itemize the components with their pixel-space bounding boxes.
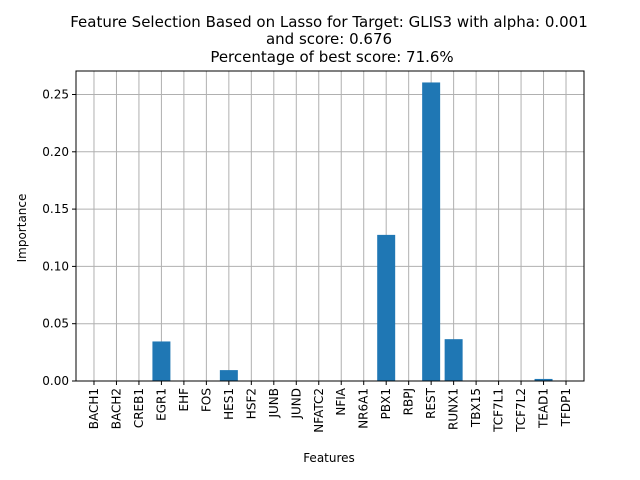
y-axis-label: Importance [15, 194, 29, 263]
x-tick-label-creb1: CREB1 [132, 388, 146, 428]
x-tick-label-rbpj: RBPJ [402, 388, 416, 415]
bar-runx1 [444, 339, 463, 381]
chart-title-line-2: and score: 0.676 [266, 30, 392, 48]
y-tick-label: 0.25 [42, 87, 69, 101]
x-axis-label: Features [303, 451, 355, 465]
x-tick-label-pbx1: PBX1 [379, 388, 393, 419]
x-tick-label-nfatc2: NFATC2 [312, 388, 326, 433]
x-tick-label-jund: JUND [289, 388, 303, 420]
y-axis-ticks: 0.00 0.05 0.10 0.15 0.20 0.25 [42, 87, 76, 388]
grid-lines [76, 71, 584, 382]
x-tick-label-tcf7l2: TCF7L2 [514, 388, 528, 433]
chart-title-line-3: Percentage of best score: 71.6% [210, 48, 453, 66]
x-tick-label-tbx15: TBX15 [469, 388, 483, 428]
x-tick-label-tead1: TEAD1 [537, 388, 551, 429]
x-axis-ticks: BACH1 BACH2 CREB1 EGR1 EHF FOS HES1 HSF2 JUNB JUN… [87, 381, 573, 433]
x-tick-label-egr1: EGR1 [154, 388, 168, 421]
x-tick-label-tcf7l1: TCF7L1 [492, 388, 506, 433]
bars [152, 82, 553, 381]
x-tick-label-nr6a1: NR6A1 [357, 388, 371, 429]
y-tick-label: 0.05 [42, 317, 69, 331]
x-tick-label-bach2: BACH2 [109, 388, 123, 429]
bar-pbx1 [377, 234, 396, 381]
y-tick-label: 0.20 [42, 145, 69, 159]
chart-title-line-1: Feature Selection Based on Lasso for Tar… [70, 13, 588, 31]
y-tick-label: 0.15 [42, 202, 69, 216]
x-tick-label-tfdp1: TFDP1 [559, 388, 573, 427]
x-tick-label-nfia: NFIA [334, 387, 348, 415]
bar-tead1 [534, 378, 553, 381]
x-tick-label-rest: REST [424, 387, 438, 419]
x-tick-label-bach1: BACH1 [87, 388, 101, 429]
plot-frame [75, 70, 585, 382]
x-tick-label-hsf2: HSF2 [244, 388, 258, 419]
bar-hes1 [219, 370, 238, 381]
y-tick-label: 0.10 [42, 259, 69, 273]
x-tick-label-runx1: RUNX1 [447, 388, 461, 430]
x-tick-label-junb: JUNB [267, 388, 281, 419]
y-tick-label: 0.00 [42, 374, 69, 388]
bar-egr1 [152, 341, 171, 381]
x-tick-label-ehf: EHF [177, 388, 191, 412]
x-tick-label-hes1: HES1 [222, 388, 236, 420]
x-tick-label-fos: FOS [199, 388, 213, 412]
bar-rest [422, 82, 441, 381]
